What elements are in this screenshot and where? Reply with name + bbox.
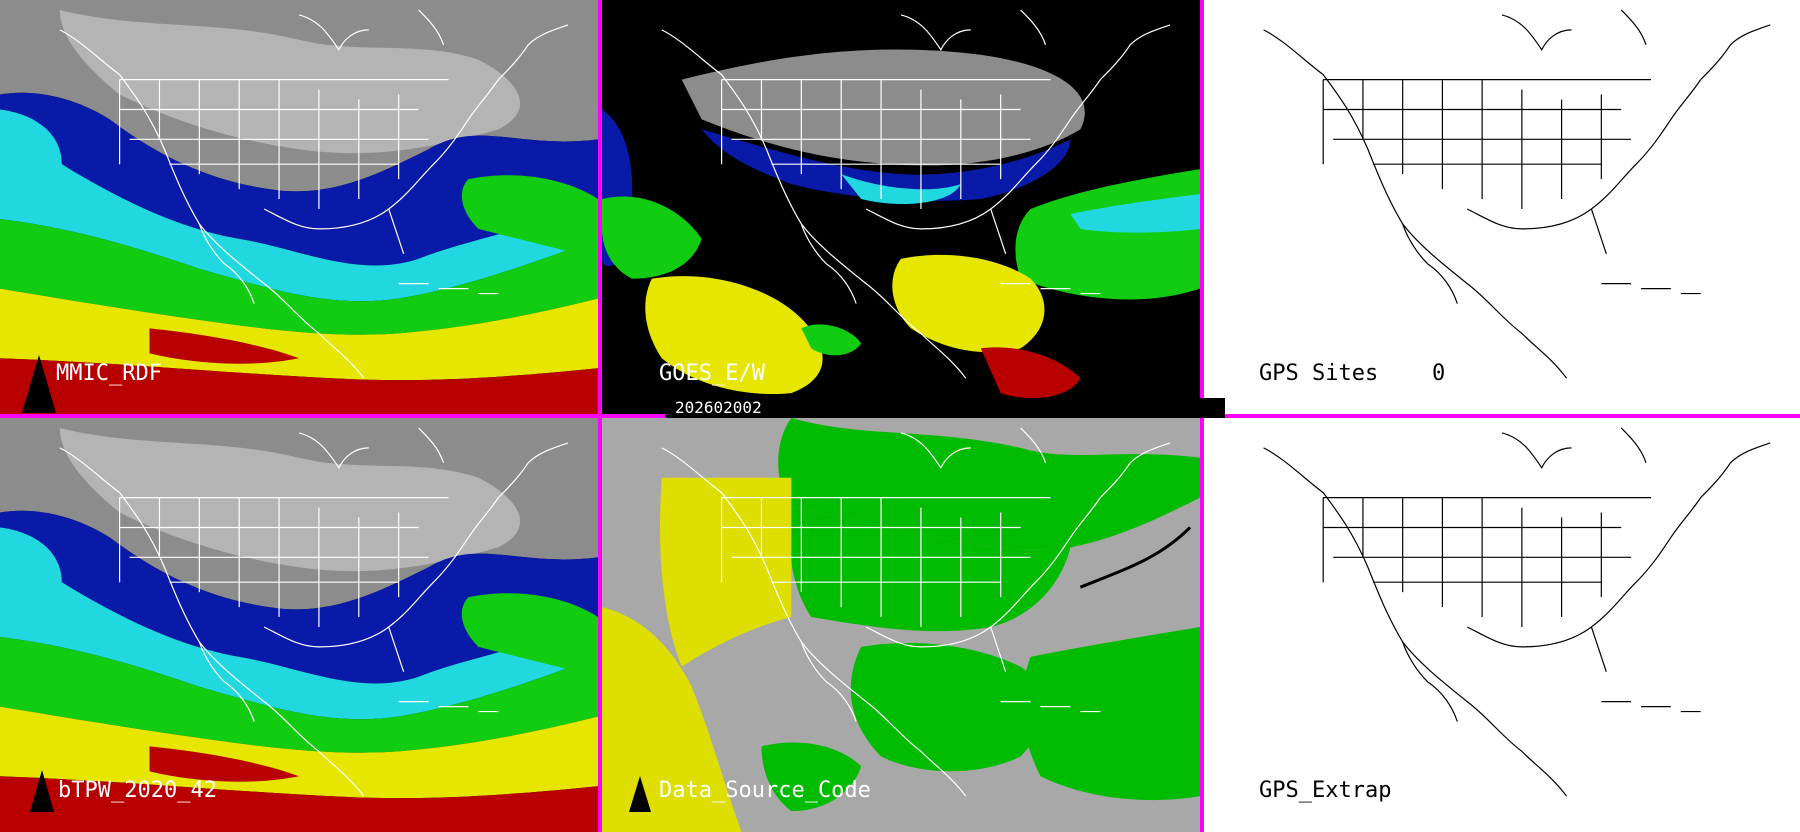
north-arrow-icon	[30, 770, 54, 812]
gps-extrap-map	[1204, 418, 1800, 832]
panel-mmic-rdf: MMIC_RDF	[0, 0, 598, 414]
panel-label: GPS_Extrap	[1259, 778, 1392, 803]
timestamp-bar: 202602002	[665, 398, 1225, 418]
north-arrow-icon	[22, 355, 56, 413]
panel-gps-extrap: GPS_Extrap	[1204, 418, 1800, 832]
panel-label: MMIC_RDF	[56, 361, 162, 386]
gps-site-count: 0	[1432, 361, 1446, 386]
panel-btpw: bTPW_2020_42	[0, 418, 598, 832]
panel-label: bTPW_2020_42	[58, 778, 217, 803]
panel-goes-ew: GOES_E/W	[602, 0, 1200, 414]
panel-gps-sites: GPS Sites 0	[1204, 0, 1800, 414]
north-arrow-icon	[629, 776, 651, 812]
blended-tpw-map	[0, 418, 598, 832]
goes-map	[602, 0, 1200, 414]
panel-data-source-code: Data_Source_Code	[602, 418, 1200, 832]
timestamp: 202602002	[675, 398, 762, 417]
panel-label: GPS Sites	[1259, 361, 1379, 386]
precip-water-map	[0, 0, 598, 414]
data-source-map	[602, 418, 1200, 832]
panel-label: Data_Source_Code	[659, 778, 871, 803]
gps-sites-map	[1204, 0, 1800, 414]
panel-label: GOES_E/W	[659, 361, 765, 386]
